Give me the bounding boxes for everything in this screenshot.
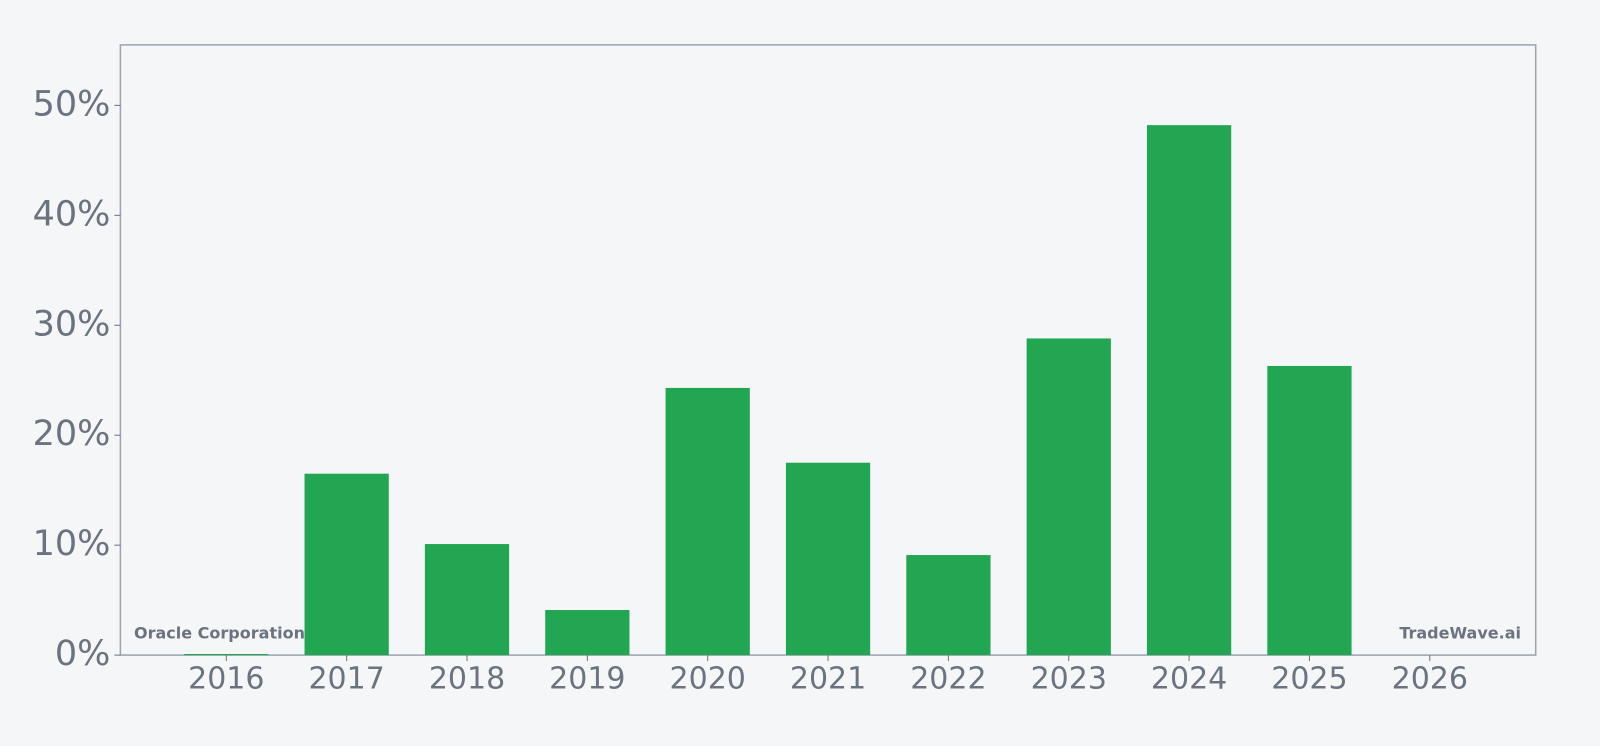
bar [424, 544, 510, 656]
x-tick-label: 2022 [910, 662, 986, 697]
x-tick-label: 2026 [1392, 662, 1468, 697]
watermark: TradeWave.ai [1399, 624, 1521, 643]
x-tick-label: 2017 [308, 662, 384, 697]
y-tick-label: 50% [33, 84, 111, 124]
x-tick-label: 2025 [1271, 662, 1347, 697]
bar [1026, 338, 1111, 656]
x-tick-label: 2019 [549, 662, 625, 697]
x-tick-label: 2024 [1151, 662, 1227, 697]
bar [184, 654, 269, 656]
bar [906, 555, 991, 656]
x-tick-label: 2016 [188, 662, 264, 697]
bar [1146, 125, 1232, 656]
y-tick-label: 20% [33, 414, 111, 454]
x-tick-label: 2023 [1031, 662, 1107, 697]
x-tick-label: 2018 [429, 662, 505, 697]
bar [545, 610, 630, 656]
bar [785, 462, 871, 656]
y-tick-label: 40% [33, 194, 111, 234]
bar [665, 387, 750, 656]
y-tick-label: 0% [55, 634, 111, 674]
bar [304, 473, 389, 656]
x-tick-label: 2020 [670, 662, 746, 697]
bar [1267, 365, 1352, 656]
x-tick-label: 2021 [790, 662, 866, 697]
company-label: Oracle Corporation [134, 624, 305, 643]
y-tick-label: 30% [33, 304, 111, 344]
y-tick-label: 10% [33, 524, 111, 564]
